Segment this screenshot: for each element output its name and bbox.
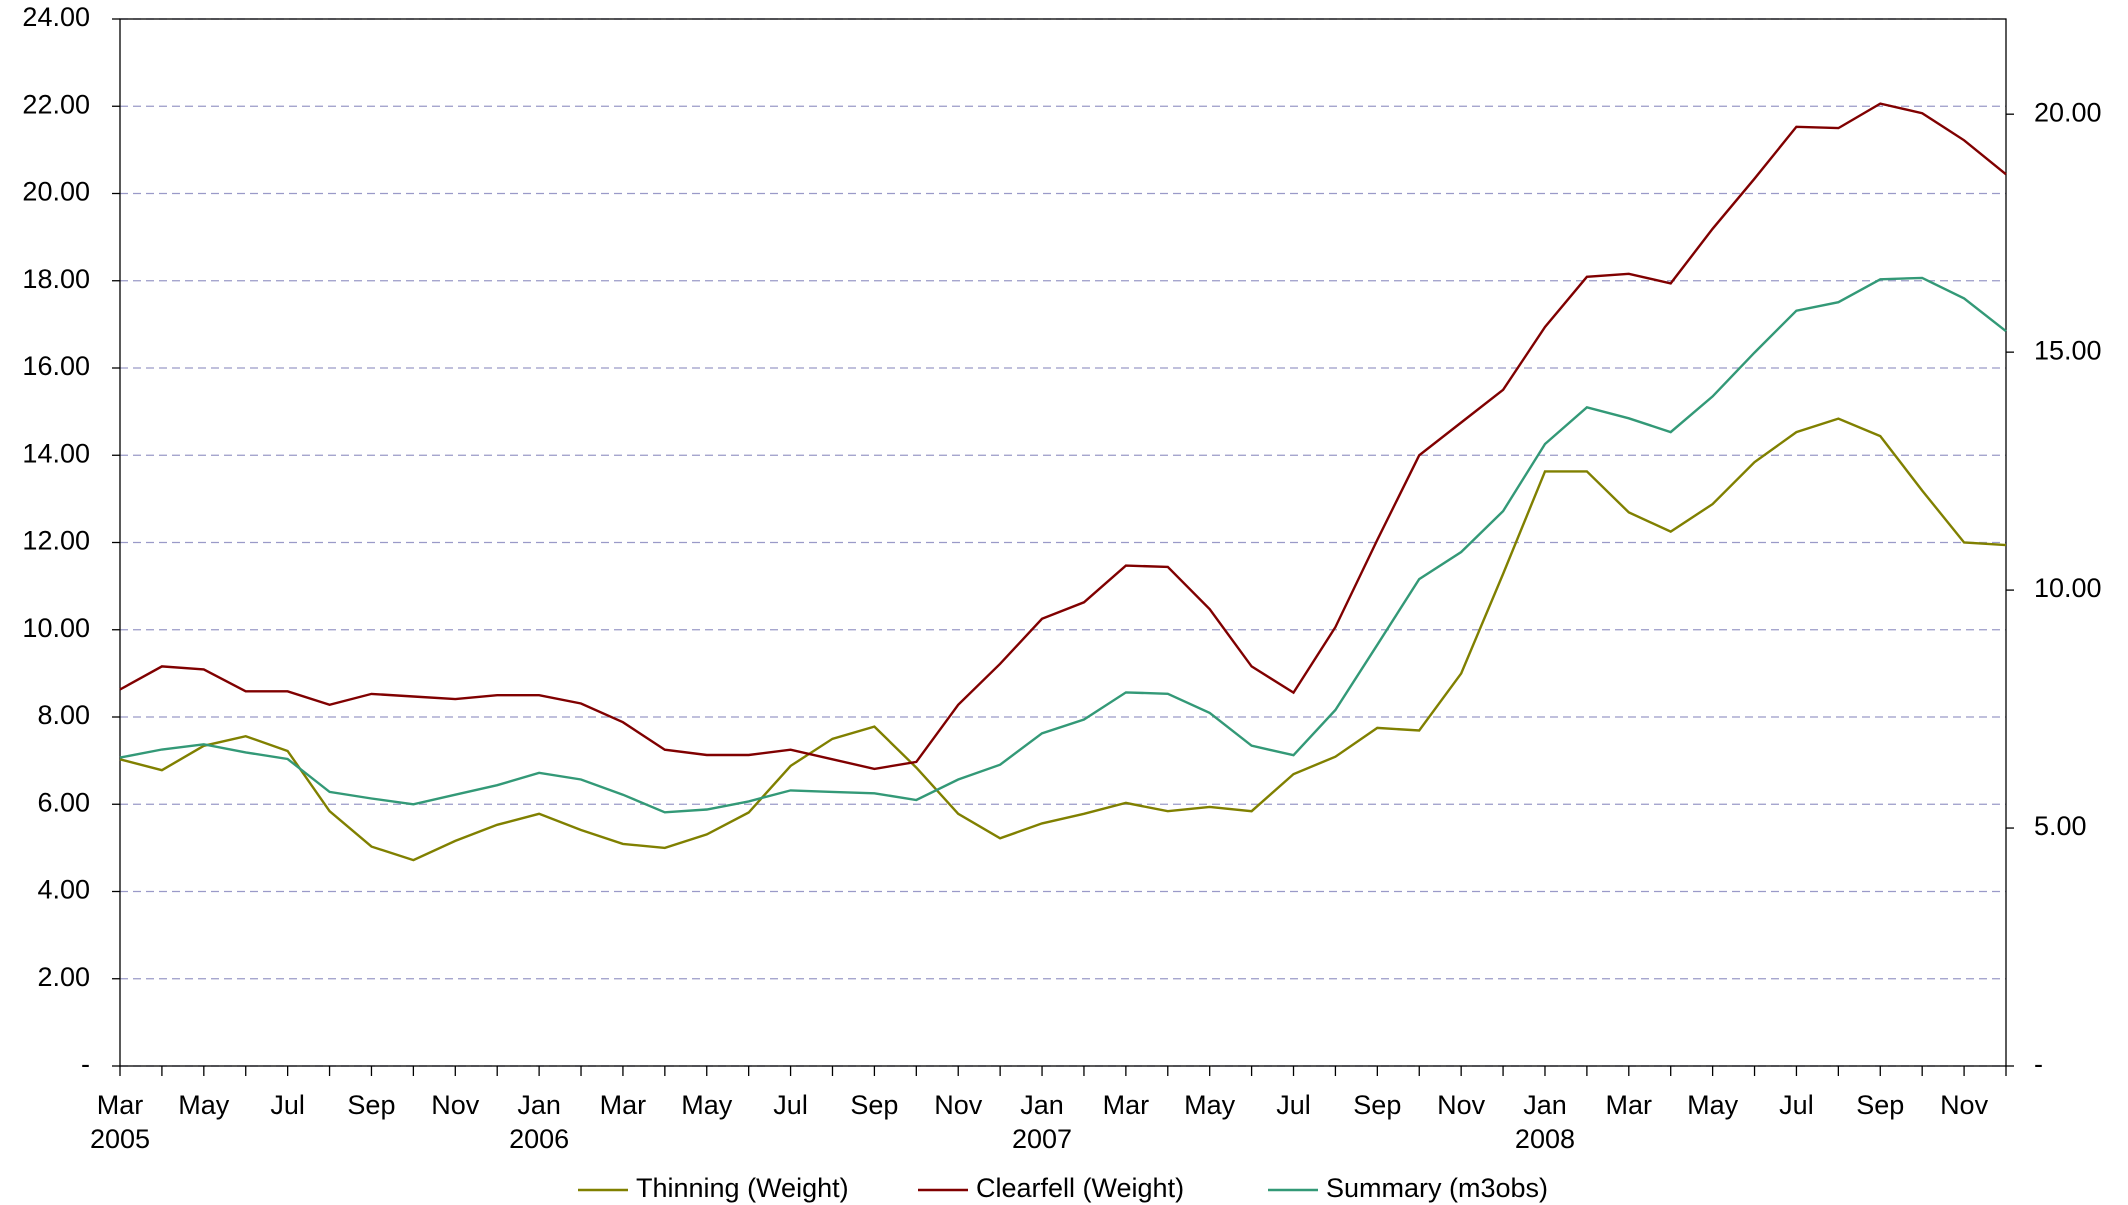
y-tick-label: 6.00 bbox=[37, 787, 90, 817]
y-tick-label: 18.00 bbox=[22, 264, 90, 294]
legend-label: Summary (m3obs) bbox=[1326, 1173, 1548, 1203]
x-tick-label: Nov bbox=[1940, 1090, 1989, 1120]
x-tick-label: Mar bbox=[1605, 1090, 1653, 1120]
y-tick-label: 16.00 bbox=[22, 351, 90, 381]
x-tick-label: Jul bbox=[270, 1090, 305, 1120]
x-tick-label: Jul bbox=[1276, 1090, 1311, 1120]
series-line bbox=[119, 417, 2007, 862]
x-tick-label: May bbox=[681, 1090, 733, 1120]
y2-tick-label: - bbox=[2034, 1049, 2043, 1079]
y-tick-label: 10.00 bbox=[22, 613, 90, 643]
x-tick-label: Jan 2007 bbox=[1011, 1090, 1073, 1154]
legend-label: Thinning (Weight) bbox=[636, 1173, 849, 1203]
x-tick-label: Nov bbox=[934, 1090, 983, 1120]
y-tick-label: 2.00 bbox=[37, 962, 90, 992]
x-tick-label: Nov bbox=[431, 1090, 480, 1120]
x-tick-label: Mar 2005 bbox=[89, 1090, 151, 1154]
y-tick-label: 24.00 bbox=[22, 2, 90, 32]
x-tick-label: Jul bbox=[773, 1090, 808, 1120]
x-tick-label: Mar bbox=[599, 1090, 647, 1120]
legend-label: Clearfell (Weight) bbox=[976, 1173, 1184, 1203]
y2-tick-label: 5.00 bbox=[2034, 811, 2087, 841]
x-tick-label: May bbox=[1184, 1090, 1236, 1120]
x-tick-label: Sep bbox=[850, 1090, 899, 1120]
y2-tick-label: 20.00 bbox=[2034, 97, 2102, 127]
x-tick-label: Jan 2008 bbox=[1514, 1090, 1575, 1154]
series-line bbox=[119, 102, 2007, 771]
y-tick-label: 8.00 bbox=[37, 700, 90, 730]
x-tick-label: Sep bbox=[1856, 1090, 1905, 1120]
x-tick-label: May bbox=[178, 1090, 230, 1120]
x-tick-label: Sep bbox=[347, 1090, 396, 1120]
y2-tick-label: 15.00 bbox=[2034, 335, 2102, 365]
x-tick-label: Jan 2006 bbox=[509, 1090, 570, 1154]
x-tick-label: Nov bbox=[1437, 1090, 1486, 1120]
y-tick-label: 20.00 bbox=[22, 177, 90, 207]
y2-tick-label: 10.00 bbox=[2034, 573, 2102, 603]
y-tick-label: 4.00 bbox=[37, 875, 90, 905]
x-tick-label: Jul bbox=[1779, 1090, 1814, 1120]
series-line bbox=[119, 276, 2007, 814]
x-tick-label: Mar bbox=[1102, 1090, 1150, 1120]
y-tick-label: 12.00 bbox=[22, 526, 90, 556]
plot-frame bbox=[119, 18, 2007, 1067]
y-tick-label: - bbox=[81, 1049, 90, 1079]
x-tick-label: Sep bbox=[1353, 1090, 1402, 1120]
x-tick-label: May bbox=[1687, 1090, 1739, 1120]
y-tick-label: 14.00 bbox=[22, 438, 90, 468]
y-tick-label: 22.00 bbox=[22, 89, 90, 119]
